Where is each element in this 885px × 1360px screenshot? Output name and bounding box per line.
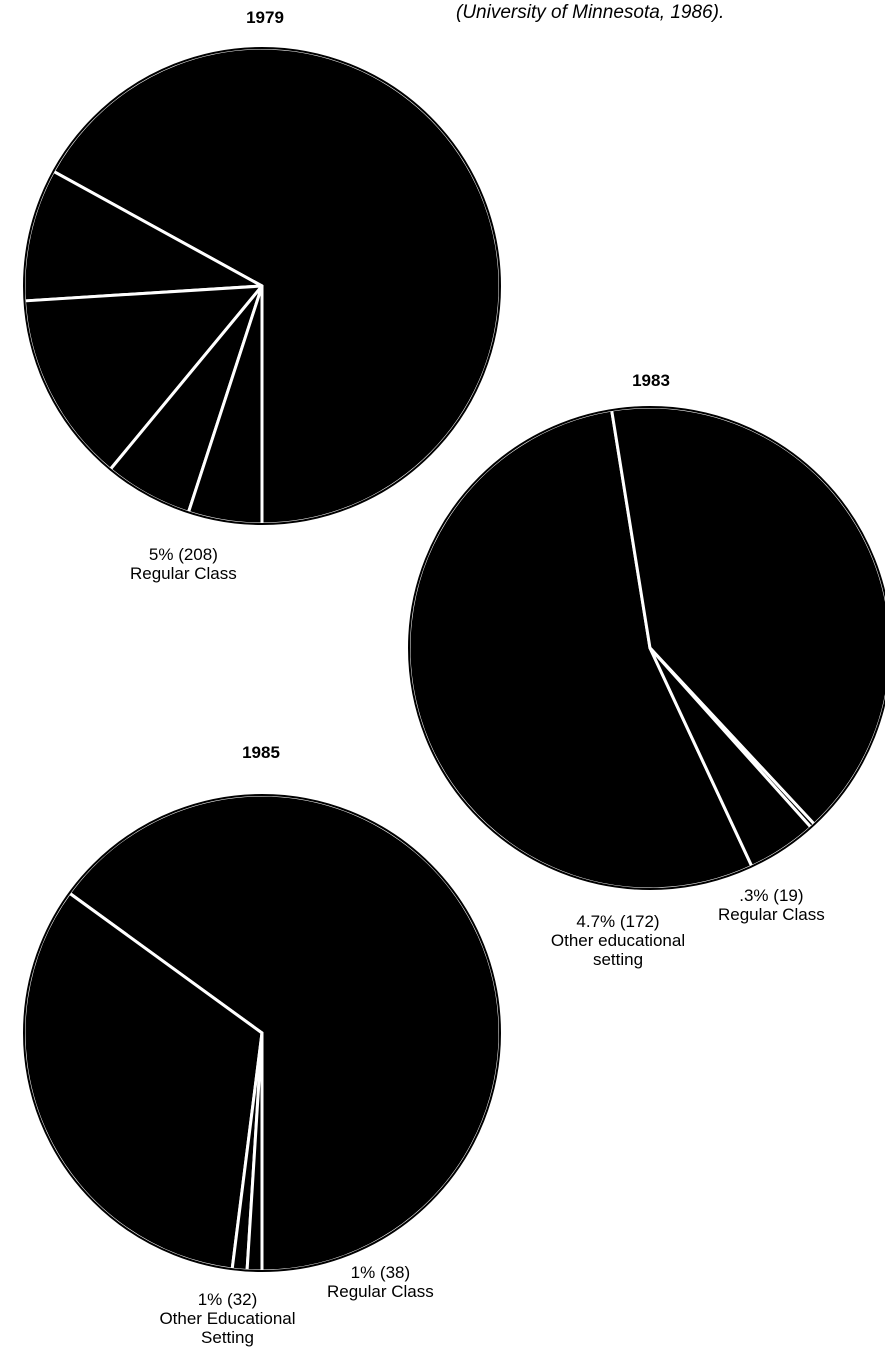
pie-1985-rim: [23, 794, 501, 1272]
pie-1985: [22, 793, 502, 1273]
label-1983-other-educational-setting: 4.7% (172) Other educational setting: [533, 912, 703, 969]
pie-1979: [22, 46, 502, 526]
pie-1979-rim: [23, 47, 501, 525]
label-1983-regular-class-text: Regular Class: [718, 905, 825, 924]
label-1979-regular-class-text: Regular Class: [130, 564, 237, 583]
pie-title-1983: 1983: [632, 371, 670, 390]
pie-1983-rim: [408, 406, 885, 890]
label-1983-other-value: 4.7% (172): [576, 912, 660, 931]
label-1985-other-text: Other Educational Setting: [159, 1309, 296, 1347]
label-1985-regular-class-text: Regular Class: [327, 1282, 434, 1301]
pie-1983: [407, 405, 885, 891]
pie-title-1979: 1979: [246, 8, 284, 27]
label-1983-other-text: Other educational setting: [550, 931, 686, 969]
label-1979-regular-class: 5% (208) Regular Class: [130, 545, 237, 583]
source-note: (University of Minnesota, 1986).: [456, 2, 725, 23]
label-1985-other-value: 1% (32): [197, 1290, 258, 1309]
pie-title-1985: 1985: [242, 743, 280, 762]
label-1979-regular-class-value: 5% (208): [148, 545, 218, 564]
label-1985-regular-class-value: 1% (38): [350, 1263, 411, 1282]
label-1983-regular-class-value: .3% (19): [739, 886, 804, 905]
label-1983-regular-class: .3% (19) Regular Class: [718, 886, 825, 924]
label-1985-other-educational-setting: 1% (32) Other Educational Setting: [140, 1290, 315, 1347]
label-1985-regular-class: 1% (38) Regular Class: [327, 1263, 434, 1301]
